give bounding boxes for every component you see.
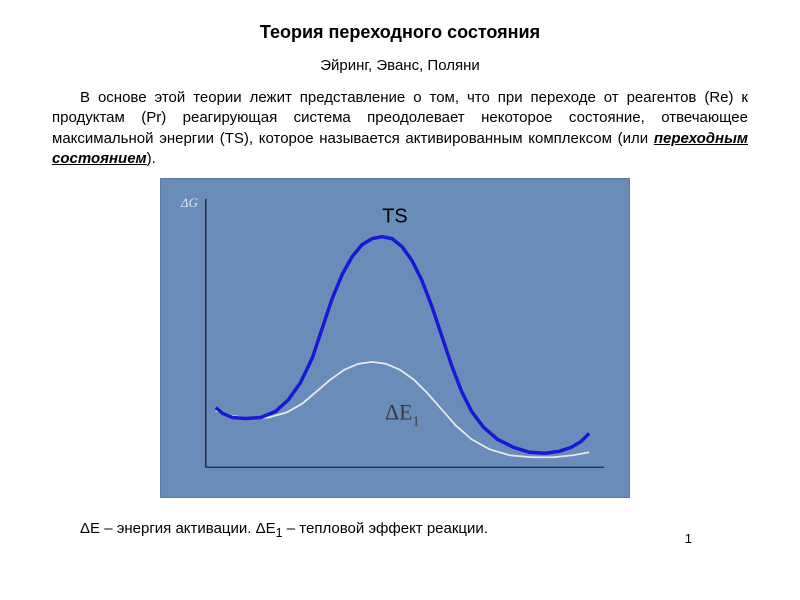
delta-e-label: ΔE1 <box>385 401 419 430</box>
caption-sub: 1 <box>276 526 283 540</box>
authors-subtitle: Эйринг, Эванс, Поляни <box>0 43 800 74</box>
paragraph-post: ). <box>147 150 156 167</box>
y-axis-label: ΔG <box>180 195 199 210</box>
energy-profile-chart: ΔG TS ΔE1 <box>160 178 630 498</box>
caption-part2: – тепловой эффект реакции. <box>283 520 488 537</box>
ts-label: TS <box>382 206 407 228</box>
caption: ΔE – энергия активации. ΔE1 – тепловой э… <box>80 520 488 540</box>
body-paragraph: В основе этой теории лежит представление… <box>0 74 800 169</box>
delta-e-main: ΔE <box>385 401 412 425</box>
delta-e-subscript: 1 <box>413 414 420 429</box>
chart-svg: ΔG TS ΔE1 <box>161 179 629 497</box>
page-title: Теория переходного состояния <box>0 0 800 43</box>
paragraph-pre: В основе этой теории лежит представление… <box>52 89 748 147</box>
page-number: 1 <box>685 531 692 546</box>
caption-part1: ΔE – энергия активации. ΔE <box>80 520 276 537</box>
